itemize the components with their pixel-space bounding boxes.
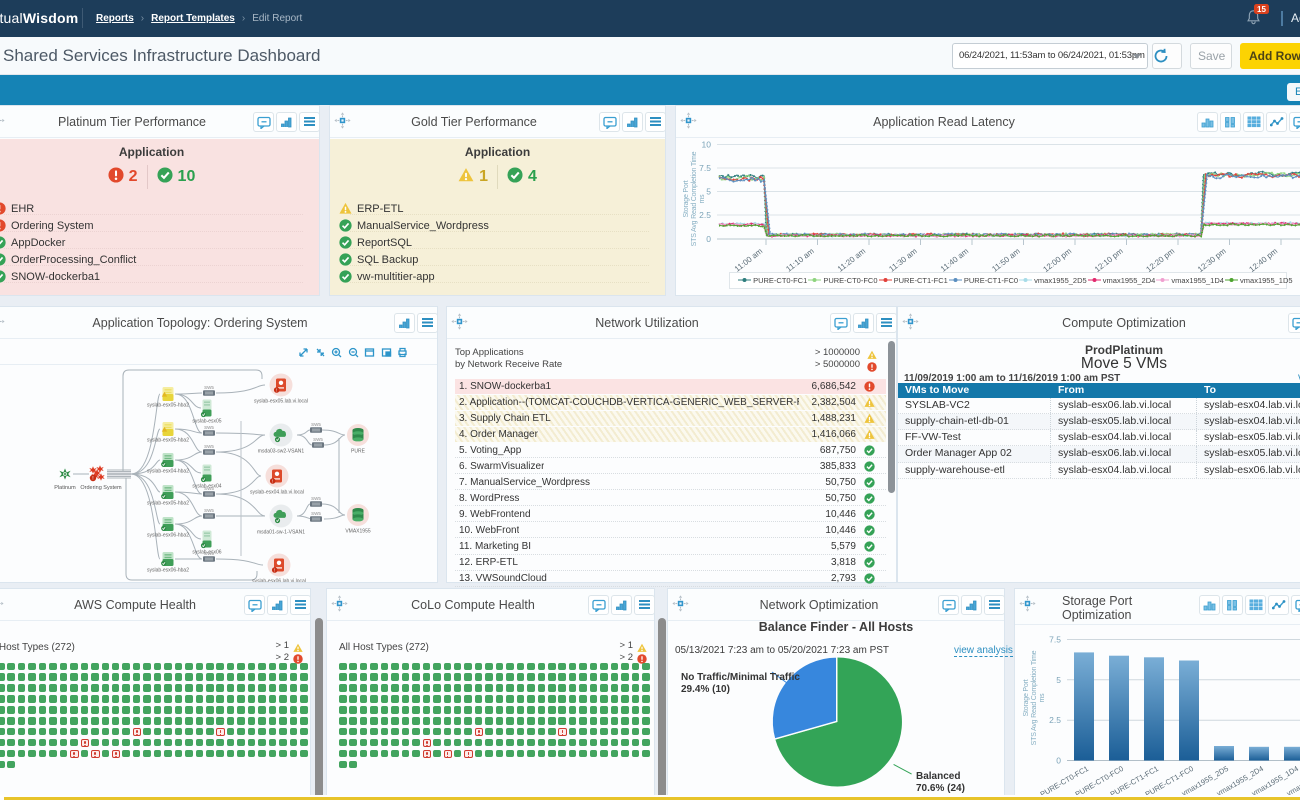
- svg-text:VMAX1955: VMAX1955: [345, 529, 371, 535]
- svg-text:syslab-esx05: syslab-esx05: [192, 419, 221, 425]
- svg-text:11:00 am: 11:00 am: [733, 246, 765, 273]
- svg-text:SW5: SW5: [311, 511, 321, 516]
- svg-text:2.5: 2.5: [699, 210, 711, 220]
- svg-text:12:10 pm: 12:10 pm: [1093, 246, 1125, 274]
- svg-text:0: 0: [1056, 756, 1061, 766]
- svg-text:7.5: 7.5: [1049, 635, 1061, 645]
- svg-text:7.5: 7.5: [699, 163, 711, 173]
- svg-text:0: 0: [706, 234, 711, 244]
- svg-text:PURE: PURE: [351, 449, 366, 455]
- svg-text:syslab-esx05-hba2: syslab-esx05-hba2: [147, 438, 189, 444]
- svg-text:msda03-sw2-VSAN1: msda03-sw2-VSAN1: [258, 449, 305, 455]
- svg-text:syslab-esx04-hba2: syslab-esx04-hba2: [147, 469, 189, 475]
- svg-text:10: 10: [702, 140, 712, 150]
- svg-text:SW5: SW5: [204, 486, 214, 491]
- svg-text:SW5: SW5: [204, 425, 214, 430]
- svg-text:SW5: SW5: [313, 437, 323, 442]
- svg-text:12:20 pm: 12:20 pm: [1144, 246, 1176, 274]
- svg-text:12:00 pm: 12:00 pm: [1041, 246, 1073, 274]
- svg-text:SW5: SW5: [204, 551, 214, 556]
- svg-text:!: !: [272, 479, 273, 484]
- svg-text:11:50 am: 11:50 am: [990, 246, 1022, 273]
- svg-text:!: !: [274, 568, 275, 573]
- svg-text:Platinum: Platinum: [54, 485, 76, 491]
- svg-text:SW5: SW5: [311, 422, 321, 427]
- svg-text:2.5: 2.5: [1049, 715, 1061, 725]
- svg-text:11:20 am: 11:20 am: [836, 246, 868, 273]
- svg-text:SW5: SW5: [204, 385, 214, 390]
- svg-text:SW5: SW5: [204, 444, 214, 449]
- svg-text:syslab-esx05.lab.vi.local: syslab-esx05.lab.vi.local: [254, 399, 308, 405]
- svg-text:11:40 am: 11:40 am: [939, 246, 971, 273]
- svg-text:!: !: [276, 388, 277, 393]
- svg-text:12:40 pm: 12:40 pm: [1247, 246, 1279, 274]
- svg-text:12:30 pm: 12:30 pm: [1196, 246, 1228, 274]
- svg-text:syslab-esx06-hba2: syslab-esx06-hba2: [147, 533, 189, 539]
- svg-text:syslab-esx06.lab.vi.local: syslab-esx06.lab.vi.local: [252, 579, 306, 583]
- svg-text:11:30 am: 11:30 am: [887, 246, 919, 273]
- svg-text:11:10 am: 11:10 am: [784, 246, 816, 273]
- svg-text:syslab-esx06-hba2: syslab-esx06-hba2: [147, 568, 189, 574]
- svg-text:Ordering System: Ordering System: [80, 485, 122, 491]
- svg-text:5: 5: [706, 187, 711, 197]
- svg-text:SW5: SW5: [204, 508, 214, 513]
- svg-text:syslab-esx05-hba2: syslab-esx05-hba2: [147, 403, 189, 409]
- svg-text:syslab-esx06: syslab-esx06: [192, 550, 221, 556]
- svg-text:5: 5: [1056, 675, 1061, 685]
- svg-text:syslab-esx04.lab.vi.local: syslab-esx04.lab.vi.local: [250, 490, 304, 496]
- svg-text:syslab-esx04: syslab-esx04: [192, 484, 221, 490]
- svg-text:!: !: [92, 476, 93, 482]
- svg-text:msda01-sw-1-VSAN1: msda01-sw-1-VSAN1: [257, 530, 305, 536]
- svg-text:SW5: SW5: [311, 496, 321, 501]
- svg-text:syslab-esx05-hba2: syslab-esx05-hba2: [147, 501, 189, 507]
